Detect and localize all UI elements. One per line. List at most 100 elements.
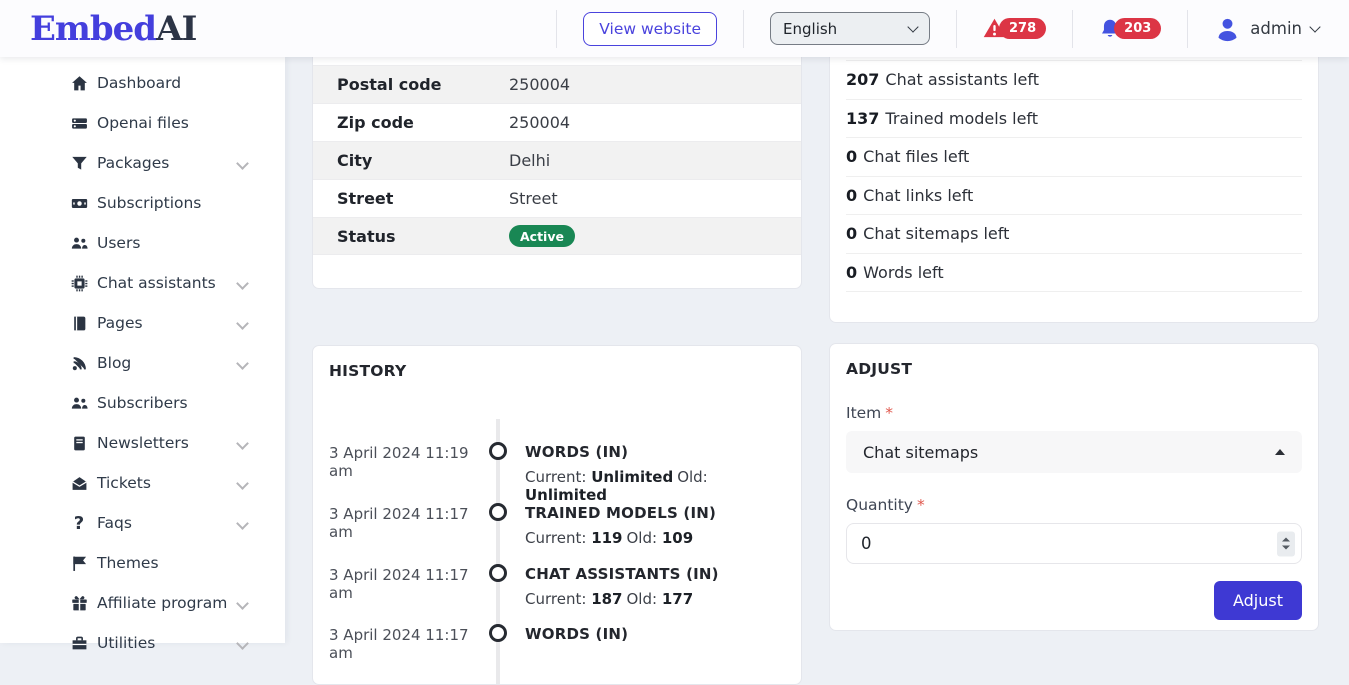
header-divider [956, 10, 957, 48]
row-value: Delhi [509, 151, 550, 170]
row-value: 250004 [509, 75, 570, 94]
chevron-down-icon [236, 477, 249, 490]
item-selected-value: Chat sitemaps [863, 443, 978, 462]
sidebar-item-dashboard[interactable]: Dashboard [0, 63, 285, 103]
number-spinner[interactable] [1277, 531, 1295, 556]
usage-label: Chat files left [863, 147, 969, 166]
sidebar-item-pages[interactable]: Pages [0, 303, 285, 343]
sidebar-item-faqs[interactable]: ? Faqs [0, 503, 285, 543]
sidebar-item-subscribers[interactable]: Subscribers [0, 383, 285, 423]
logo-embed: Embed [30, 9, 156, 49]
item-field-label: Item* [846, 404, 1302, 422]
entry-date: 3 April 2024 11:17 am [329, 565, 471, 602]
sidebar-nav: Dashboard Openai files Packages Subscrip… [0, 57, 285, 643]
details-card: Postal code 250004 Zip code 250004 City … [312, 57, 802, 289]
sidebar-item-label: Affiliate program [97, 594, 227, 612]
sidebar-item-label: Subscribers [97, 394, 188, 412]
people-icon [70, 394, 88, 412]
quantity-field-wrap [846, 523, 1302, 564]
usage-list: 207 Chat assistants left 137 Trained model… [846, 60, 1302, 292]
spinner-up-icon [1282, 538, 1290, 542]
table-row: Status Active [313, 217, 801, 255]
language-select[interactable]: English [770, 12, 930, 45]
blog-icon [70, 354, 88, 372]
sidebar-item-tickets[interactable]: Tickets [0, 463, 285, 503]
notifications-indicator[interactable]: 203 [1099, 18, 1161, 40]
sidebar-item-blog[interactable]: Blog [0, 343, 285, 383]
sidebar-item-newsletters[interactable]: Newsletters [0, 423, 285, 463]
history-card: HISTORY 3 April 2024 11:19 am WORDS (IN)… [312, 345, 802, 685]
entry-date: 3 April 2024 11:19 am [329, 443, 471, 480]
row-value: Street [509, 189, 558, 208]
right-column: 207 Chat assistants left 137 Trained model… [829, 57, 1319, 631]
sidebar-item-label: Openai files [97, 114, 189, 132]
sidebar-item-users[interactable]: Users [0, 223, 285, 263]
money-bill-icon [70, 194, 88, 212]
sidebar-item-label: Users [97, 234, 140, 252]
gift-icon [70, 594, 88, 612]
row-label: Street [337, 189, 509, 208]
usage-label: Chat links left [863, 186, 973, 205]
sidebar-item-chat-assistants[interactable]: Chat assistants [0, 263, 285, 303]
flag-icon [70, 554, 88, 572]
timeline-dot-icon [471, 565, 525, 582]
chevron-down-icon [236, 157, 249, 170]
sidebar-item-packages[interactable]: Packages [0, 143, 285, 183]
chevron-down-icon [236, 597, 249, 610]
adjust-card: ADJUST Item* Chat sitemaps Quantity* Adj… [829, 343, 1319, 631]
clipped-row [313, 57, 801, 65]
item-select[interactable]: Chat sitemaps [846, 431, 1302, 473]
user-menu[interactable]: admin [1214, 15, 1319, 42]
language-select-wrap: English [770, 12, 930, 45]
usage-label: Trained models left [885, 109, 1038, 128]
sidebar-item-affiliate-program[interactable]: Affiliate program [0, 583, 285, 623]
usage-label: Chat assistants left [885, 70, 1039, 89]
list-item: 0 Words left [846, 254, 1302, 293]
entry-title: WORDS (IN) [525, 625, 785, 643]
sidebar-item-label: Blog [97, 354, 131, 372]
book-icon [70, 314, 88, 332]
sidebar-item-label: Subscriptions [97, 194, 201, 212]
sidebar-item-label: Faqs [97, 514, 132, 532]
server-icon [70, 114, 88, 132]
sidebar-item-subscriptions[interactable]: Subscriptions [0, 183, 285, 223]
adjust-submit-button[interactable]: Adjust [1214, 581, 1302, 620]
usage-count: 137 [846, 109, 879, 128]
header-divider [1187, 10, 1188, 48]
chip-icon [70, 274, 88, 292]
logo-ai: AI [156, 9, 196, 49]
history-entry: 3 April 2024 11:17 am CHAT ASSISTANTS (I… [329, 565, 785, 626]
required-marker: * [917, 496, 925, 514]
header-divider [556, 10, 557, 48]
usage-count: 0 [846, 263, 857, 282]
usage-label: Words left [863, 263, 943, 282]
top-header: EmbedAI View website English 278 203 adm… [0, 0, 1349, 57]
chevron-down-icon [236, 517, 249, 530]
sidebar-item-openai-files[interactable]: Openai files [0, 103, 285, 143]
sidebar-item-label: Chat assistants [97, 274, 216, 292]
sidebar-item-themes[interactable]: Themes [0, 543, 285, 583]
list-item: 137 Trained models left [846, 100, 1302, 139]
history-timeline: 3 April 2024 11:19 am WORDS (IN) Current… [329, 443, 785, 685]
quantity-field-label: Quantity* [846, 496, 1302, 514]
app-logo: EmbedAI [30, 9, 196, 49]
notifications-count-badge: 203 [1114, 18, 1161, 40]
quantity-input[interactable] [846, 523, 1302, 564]
spinner-down-icon [1282, 546, 1290, 550]
table-row: Postal code 250004 [313, 65, 801, 103]
row-label: Postal code [337, 75, 509, 94]
view-website-button[interactable]: View website [583, 12, 717, 46]
usage-label: Chat sitemaps left [863, 224, 1009, 243]
caret-up-icon [1275, 449, 1285, 455]
user-name: admin [1250, 19, 1302, 38]
required-marker: * [885, 404, 893, 422]
alerts-indicator[interactable]: 278 [983, 17, 1046, 40]
row-label: Status [337, 227, 509, 246]
journal-icon [70, 434, 88, 452]
usage-count: 207 [846, 70, 879, 89]
status-badge: Active [509, 225, 575, 247]
entry-title: CHAT ASSISTANTS (IN) [525, 565, 785, 583]
